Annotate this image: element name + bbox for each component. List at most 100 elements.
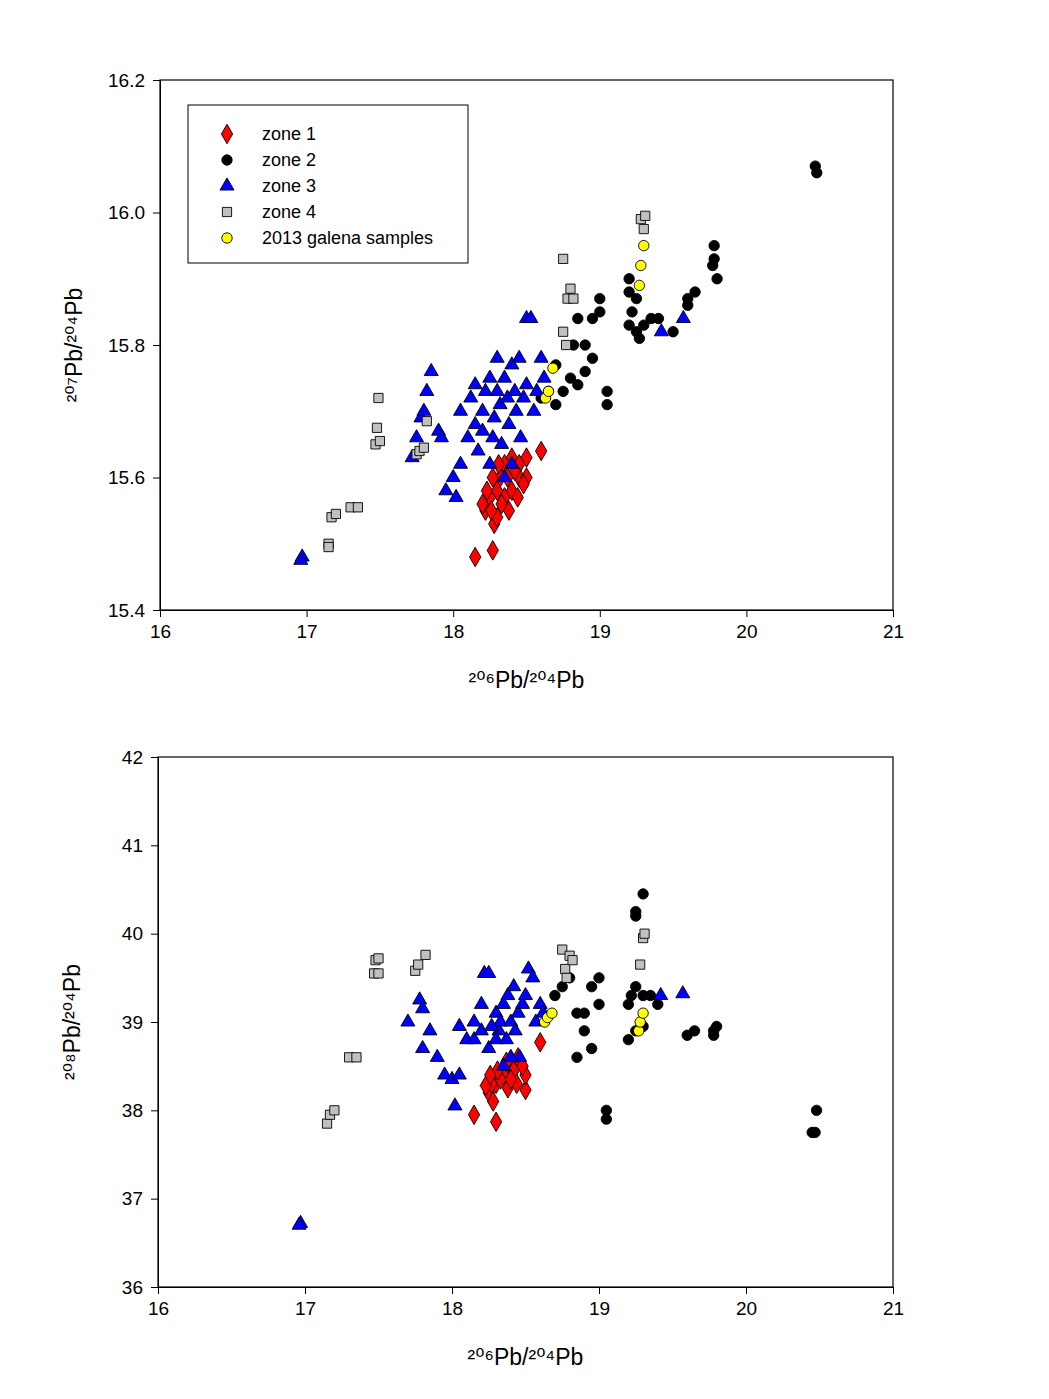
- x-tick-mark: [158, 1287, 159, 1294]
- point: [580, 366, 590, 376]
- point: [569, 294, 578, 303]
- series: [294, 310, 691, 564]
- point: [454, 403, 468, 415]
- x-tick-label: 18: [443, 621, 464, 642]
- point: [595, 307, 605, 317]
- chart: 16171819202136373839404142²⁰⁶Pb/²⁰⁴Pb²⁰⁸…: [59, 747, 904, 1370]
- legend-symbol: [222, 233, 232, 243]
- x-tick: 21: [883, 610, 904, 642]
- y-tick-mark: [151, 757, 158, 758]
- point: [536, 441, 547, 461]
- x-tick: 16: [150, 610, 171, 642]
- point: [410, 430, 424, 442]
- point: [468, 377, 482, 389]
- series: [536, 161, 822, 410]
- point: [602, 386, 612, 396]
- point: [639, 224, 648, 233]
- y-tick: 37: [122, 1188, 158, 1209]
- point: [482, 965, 496, 977]
- point: [505, 456, 519, 468]
- x-tick: 18: [442, 1287, 463, 1319]
- legend-label: zone 2: [262, 150, 316, 170]
- point: [654, 987, 668, 999]
- point: [417, 403, 431, 415]
- point: [416, 1040, 430, 1052]
- point: [559, 254, 568, 263]
- x-tick-label: 17: [297, 621, 318, 642]
- point: [461, 430, 475, 442]
- x-tick-mark: [160, 610, 161, 617]
- point: [579, 1026, 589, 1036]
- point: [580, 340, 590, 350]
- series: [550, 889, 822, 1138]
- x-tick: 20: [736, 1287, 757, 1319]
- point: [420, 383, 434, 395]
- point: [509, 403, 523, 415]
- x-axis-title: ²⁰⁶Pb/²⁰⁴Pb: [468, 1344, 584, 1370]
- y-tick-label: 15.4: [108, 600, 145, 621]
- x-tick-mark: [746, 1287, 747, 1294]
- point: [294, 552, 308, 564]
- legend-symbol: [222, 155, 232, 165]
- y-tick-mark: [153, 213, 160, 214]
- point: [502, 416, 516, 428]
- point: [683, 300, 693, 310]
- point: [483, 370, 497, 382]
- legend-symbol: [220, 178, 234, 190]
- point: [526, 970, 540, 982]
- point: [517, 390, 531, 402]
- point: [485, 1018, 499, 1030]
- x-tick-mark: [307, 610, 308, 617]
- series: [470, 441, 547, 567]
- point: [421, 950, 430, 959]
- x-tick-mark: [746, 610, 747, 617]
- point: [374, 969, 383, 978]
- point: [653, 313, 663, 323]
- y-tick-mark: [153, 80, 160, 81]
- point: [566, 284, 575, 293]
- point: [430, 1049, 444, 1061]
- x-tick-mark: [305, 1287, 306, 1294]
- point: [498, 469, 512, 481]
- point: [634, 280, 644, 290]
- point: [507, 979, 521, 991]
- y-tick-mark: [151, 1287, 158, 1288]
- y-tick-label: 15.6: [108, 467, 145, 488]
- x-tick: 19: [589, 1287, 610, 1319]
- x-tick: 20: [736, 610, 757, 642]
- point: [587, 353, 597, 363]
- point: [548, 363, 558, 373]
- point: [414, 960, 423, 969]
- x-axis: 161718192021: [148, 1287, 904, 1319]
- point: [474, 996, 488, 1008]
- point: [533, 996, 547, 1008]
- point: [416, 1001, 430, 1013]
- point: [524, 310, 538, 322]
- point: [573, 313, 583, 323]
- x-tick: 21: [883, 1287, 904, 1319]
- y-tick-mark: [151, 845, 158, 846]
- point: [505, 1070, 516, 1090]
- y-tick: 15.4: [108, 600, 160, 621]
- point: [557, 981, 567, 991]
- point: [413, 992, 427, 1004]
- plot-frame: [160, 80, 893, 610]
- y-tick-label: 37: [122, 1188, 143, 1209]
- point: [689, 1026, 699, 1036]
- point: [496, 494, 507, 514]
- chart: 16171819202115.415.615.816.016.2²⁰⁶Pb/²⁰…: [61, 70, 904, 693]
- plot-frame: [158, 757, 893, 1287]
- point: [452, 1018, 466, 1030]
- point: [483, 456, 497, 468]
- point: [485, 1065, 496, 1085]
- y-tick-label: 42: [122, 747, 143, 768]
- point: [534, 350, 548, 362]
- point: [486, 430, 500, 442]
- x-tick-mark: [452, 1287, 453, 1294]
- x-tick-label: 21: [883, 1298, 904, 1319]
- y-axis-title: ²⁰⁸Pb/²⁰⁴Pb: [59, 964, 85, 1080]
- x-tick-label: 17: [295, 1298, 316, 1319]
- point: [711, 1021, 721, 1031]
- point: [551, 399, 561, 409]
- point: [419, 443, 428, 452]
